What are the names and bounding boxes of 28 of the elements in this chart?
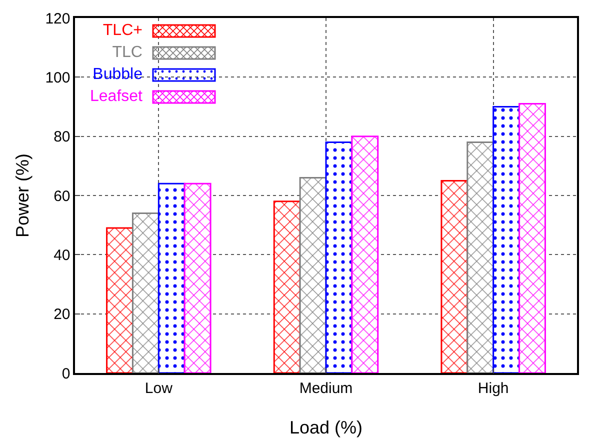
text: Leafset bbox=[90, 88, 142, 106]
y-tick-label: 80 bbox=[54, 128, 70, 146]
y-tick-label: 40 bbox=[54, 246, 70, 264]
bar bbox=[466, 142, 494, 373]
text: TLC+ bbox=[102, 22, 142, 40]
y-tick-label: 0 bbox=[62, 365, 70, 382]
y-tick-label: 100 bbox=[45, 69, 70, 86]
y-tick-label: 60 bbox=[54, 188, 70, 205]
bar bbox=[325, 142, 353, 373]
bar bbox=[158, 182, 186, 373]
bar bbox=[273, 200, 301, 373]
y-axis-title: Power (%) bbox=[12, 153, 32, 238]
bar bbox=[492, 106, 520, 373]
x-tick-label: Medium bbox=[299, 380, 353, 397]
bar bbox=[299, 177, 327, 373]
x-tick-label: Low bbox=[144, 380, 173, 397]
y-tick-label: 120 bbox=[45, 10, 70, 28]
x-axis-title: Load (%) bbox=[289, 417, 363, 438]
bar bbox=[184, 182, 212, 373]
bar bbox=[132, 212, 160, 373]
text: Bubble bbox=[92, 66, 142, 84]
x-tick-label: High bbox=[478, 380, 509, 397]
y-tick-label: 20 bbox=[54, 306, 70, 324]
bar bbox=[106, 227, 134, 373]
text: TLC bbox=[112, 44, 142, 62]
bar bbox=[518, 103, 546, 373]
bar bbox=[351, 136, 379, 373]
bar bbox=[440, 180, 468, 373]
